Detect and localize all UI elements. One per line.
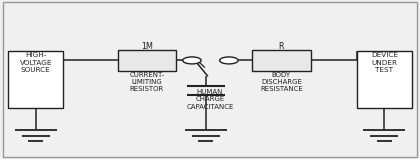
Circle shape [220,57,238,64]
Bar [118,50,176,71]
Text: BODY
DISCHARGE
RESISTANCE: BODY DISCHARGE RESISTANCE [260,72,303,92]
Circle shape [183,57,201,64]
Bar [252,50,311,71]
Text: R: R [278,42,284,51]
Text: HUMAN
CHARGE
CAPACITANCE: HUMAN CHARGE CAPACITANCE [186,89,234,110]
Text: 1M: 1M [141,42,153,51]
Bar [357,51,412,108]
Text: CURRENT-
LIMITING
RESISTOR: CURRENT- LIMITING RESISTOR [129,72,165,92]
Bar [8,51,63,108]
Text: DEVICE
UNDER
TEST: DEVICE UNDER TEST [371,52,398,73]
Text: HIGH-
VOLTAGE
SOURCE: HIGH- VOLTAGE SOURCE [19,52,52,73]
